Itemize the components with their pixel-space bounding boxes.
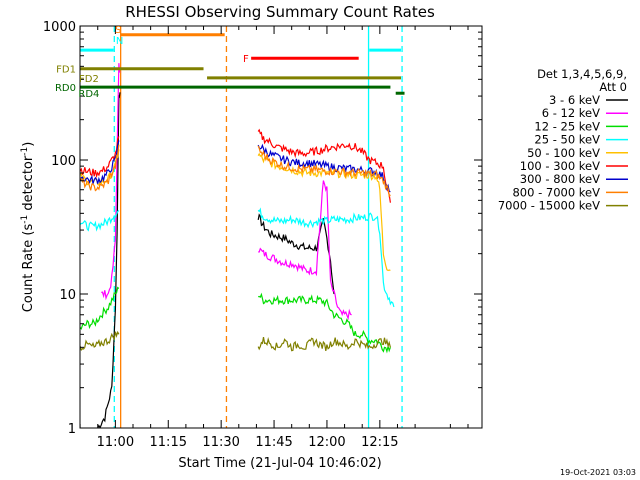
chart-title: RHESSI Observing Summary Count Rates (125, 3, 435, 21)
flag-label-RD0: RD0 (55, 83, 76, 94)
x-tick-label-11:30: 11:30 (202, 435, 239, 450)
legend-label-7: 800 - 7000 keV (512, 185, 600, 199)
legend-header-line2: Att 0 (599, 80, 627, 94)
flag-label-F: F (243, 54, 249, 65)
flag-label-S: S (115, 25, 121, 36)
series-line-0-seg1 (97, 92, 121, 428)
plot-area (80, 26, 405, 428)
legend-header-line1: Det 1,3,4,5,6,9, (537, 67, 627, 81)
legend-label-0: 3 - 6 keV (549, 93, 600, 107)
series-line-8-seg2 (257, 336, 391, 352)
legend-label-8: 7000 - 15000 keV (498, 199, 600, 213)
x-tick-label-11:45: 11:45 (255, 435, 292, 450)
x-tick-label-11:15: 11:15 (150, 435, 187, 450)
legend-label-2: 12 - 25 keV (534, 119, 600, 133)
axes-frame (79, 25, 483, 429)
series-line-3-seg2 (257, 207, 395, 308)
legend-label-5: 100 - 300 keV (520, 159, 600, 173)
flag-label-FD1: FD1 (56, 65, 76, 76)
series-line-0-seg2 (257, 213, 335, 295)
series-line-3-seg1 (80, 210, 120, 232)
y-tick-label-1: 1 (68, 422, 76, 437)
series-line-5-seg1 (80, 136, 120, 179)
series-line-1-seg2 (258, 180, 352, 321)
series-line-5-seg2 (257, 128, 391, 203)
x-tick-label-12:00: 12:00 (308, 435, 345, 450)
series-line-2-seg1 (80, 286, 120, 330)
y-tick-label-10: 10 (59, 288, 76, 303)
flag-label-N: N (116, 36, 123, 47)
legend-label-6: 300 - 800 keV (520, 172, 600, 186)
legend-label-4: 50 - 100 keV (527, 146, 600, 160)
x-axis-label: Start Time (21-Jul-04 10:46:02) (178, 456, 381, 471)
series-line-6-seg2 (257, 143, 391, 193)
y-tick-label-1000: 1000 (43, 20, 76, 35)
series-line-1-seg1 (101, 63, 121, 301)
x-tick-label-11:00: 11:00 (97, 435, 134, 450)
flag-label-FD2: FD2 (79, 74, 99, 85)
series-line-8-seg1 (80, 330, 120, 352)
series-line-6-seg1 (80, 140, 120, 184)
series-line-2-seg2 (258, 292, 391, 354)
x-tick-label-12:15: 12:15 (361, 435, 398, 450)
footer-date: 19-Oct-2021 03:03 (560, 468, 636, 477)
y-axis-label: Count Rate (s-1 detector-1) (20, 142, 36, 313)
legend-label-1: 6 - 12 keV (542, 106, 600, 120)
legend-label-3: 25 - 50 keV (534, 133, 600, 147)
y-tick-label-100: 100 (51, 154, 76, 169)
series-line-7-seg1 (80, 144, 120, 192)
series-line-7-seg2 (257, 145, 391, 198)
flag-label-RD4: RD4 (78, 89, 99, 100)
